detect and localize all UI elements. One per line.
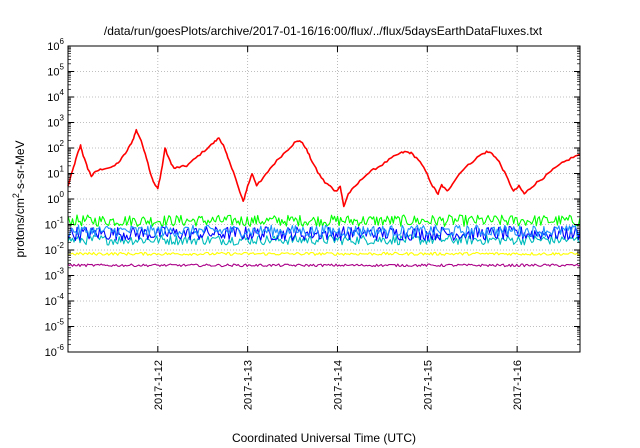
y-tick-label: 106 <box>47 37 64 53</box>
y-tick-label: 10-2 <box>45 241 65 257</box>
x-axis-label: Coordinated Universal Time (UTC) <box>232 431 416 445</box>
x-tick-label: 2017-1-16 <box>512 360 524 410</box>
y-axis-ticks: 106 105 104 103 102 101 100 10-1 10-2 10-3 10-4 10-… <box>45 37 580 359</box>
y-tick-label: 101 <box>47 165 64 181</box>
y-tick-label: 102 <box>47 139 64 155</box>
series-line-6 <box>67 263 581 268</box>
y-tick-label: 105 <box>47 63 64 79</box>
y-tick-label: 104 <box>47 88 64 104</box>
series-line-5 <box>68 251 581 256</box>
chart-title: /data/run/goesPlots/archive/2017-01-16/1… <box>104 24 543 38</box>
y-axis-label: protons/cm2-s-sr-MeV <box>11 140 27 257</box>
y-tick-label: 10-1 <box>45 216 65 232</box>
grid-lines <box>68 46 580 352</box>
x-tick-label: 2017-1-14 <box>332 360 344 410</box>
x-tick-label: 2017-1-15 <box>422 360 434 410</box>
data-series <box>67 128 581 268</box>
series-line-1 <box>67 214 581 227</box>
y-tick-label: 103 <box>47 114 64 130</box>
x-axis-ticks: 2017-1-12 2017-1-13 2017-1-14 2017-1-15 2017… <box>153 46 524 410</box>
series-line-0 <box>67 128 581 208</box>
y-tick-label: 10-3 <box>45 267 65 283</box>
y-tick-label: 10-6 <box>45 343 65 359</box>
series-line-2 <box>67 234 581 246</box>
y-tick-label: 10-5 <box>45 318 65 334</box>
series-line-4 <box>67 224 581 238</box>
y-tick-label: 100 <box>47 190 64 206</box>
x-tick-label: 2017-1-13 <box>243 360 255 410</box>
y-tick-label: 10-4 <box>45 292 65 308</box>
x-tick-label: 2017-1-12 <box>153 360 165 410</box>
